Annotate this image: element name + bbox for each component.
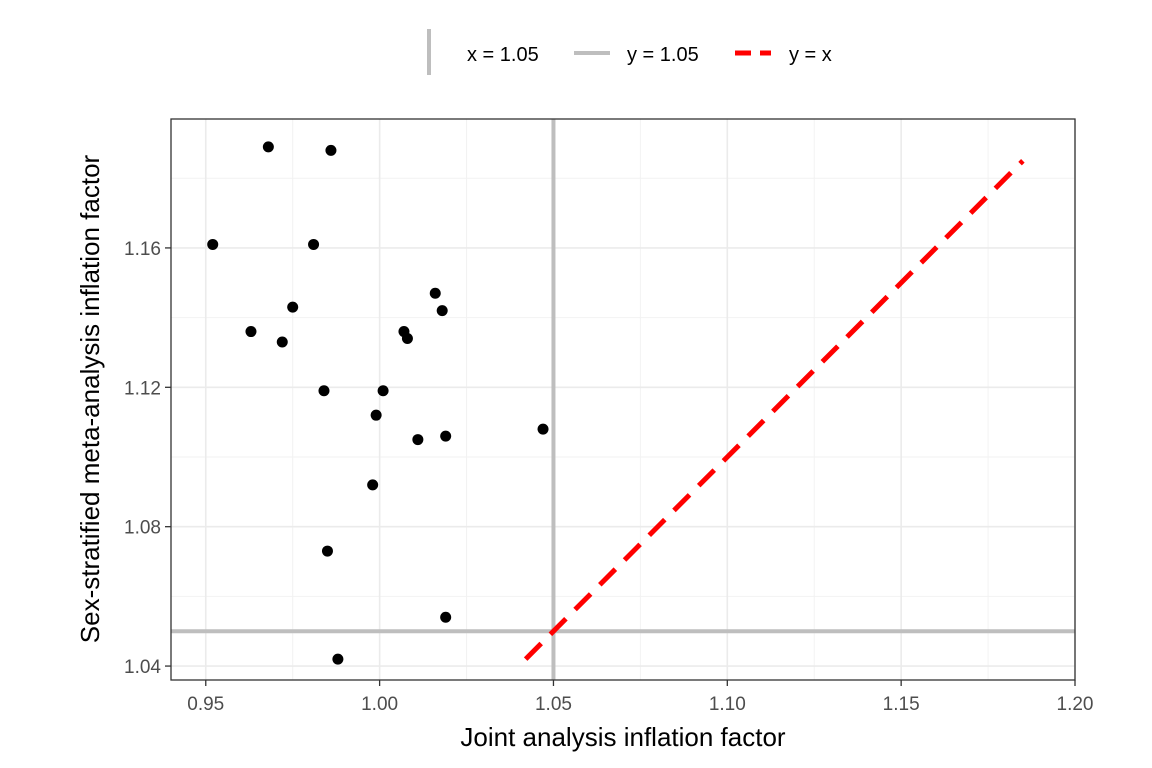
y-axis: 1.04 1.08 1.12 1.16 [124, 239, 171, 678]
grid-minor [171, 119, 1075, 680]
data-point [318, 385, 330, 397]
reference-lines [171, 119, 1075, 680]
data-point [262, 141, 274, 153]
data-point [308, 238, 320, 250]
data-point [370, 409, 382, 421]
data-point [287, 301, 299, 313]
x-tick-label: 1.05 [535, 694, 572, 715]
y-tick-label: 1.04 [124, 657, 161, 678]
data-point [276, 336, 288, 348]
y-axis-title: Sex-stratified meta-analysis inflation f… [75, 154, 105, 643]
legend: x = 1.05 y = 1.05 y = x [427, 29, 832, 75]
legend-label-x-1-05: x = 1.05 [467, 44, 539, 66]
x-tick-label: 1.15 [883, 694, 920, 715]
data-point [412, 434, 424, 446]
x-tick-label: 0.95 [187, 694, 224, 715]
y-tick-label: 1.12 [124, 378, 161, 399]
x-tick-label: 1.00 [361, 694, 398, 715]
data-point [537, 423, 549, 435]
data-point [429, 287, 441, 299]
data-point [325, 144, 337, 156]
y-tick-label: 1.08 [124, 518, 161, 539]
legend-label-y-1-05: y = 1.05 [627, 44, 699, 66]
plot-background [171, 119, 1075, 680]
data-point [401, 333, 413, 345]
x-axis: 0.95 1.00 1.05 1.10 1.15 1.20 [187, 680, 1093, 715]
x-tick-label: 1.20 [1057, 694, 1094, 715]
data-point [321, 545, 333, 557]
x-tick-label: 1.10 [709, 694, 746, 715]
data-point [436, 305, 448, 317]
identity-line [523, 159, 1025, 661]
legend-label-y-equals-x: y = x [789, 44, 832, 66]
data-point [207, 238, 219, 250]
x-axis-title: Joint analysis inflation factor [460, 722, 786, 752]
data-point [367, 479, 379, 491]
data-point [245, 326, 257, 338]
plot-border [170, 118, 1076, 681]
data-point [332, 653, 344, 665]
data-point [440, 430, 452, 442]
plot-panel [170, 118, 1076, 681]
data-points [207, 141, 549, 665]
y-tick-label: 1.16 [124, 239, 161, 260]
data-point [440, 611, 452, 623]
data-point [377, 385, 389, 397]
